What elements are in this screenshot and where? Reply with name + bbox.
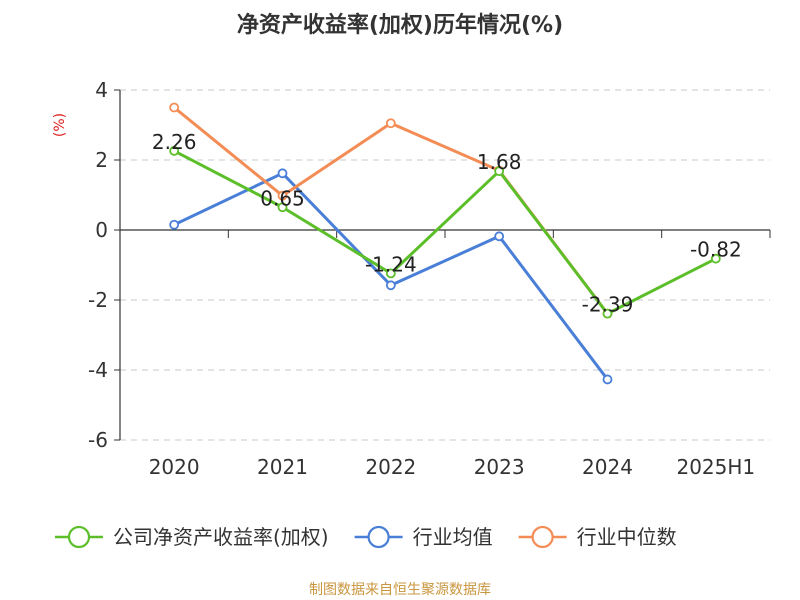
data-point <box>710 253 721 264</box>
data-point <box>385 118 396 129</box>
data-point <box>602 308 613 319</box>
series-line <box>173 149 717 316</box>
legend-item[interactable]: 公司净资产收益率(加权) <box>55 525 329 549</box>
x-tick-label: 2021 <box>257 455 308 479</box>
y-axis-unit-label: (%) <box>52 113 68 137</box>
data-point <box>494 166 505 177</box>
legend-item[interactable]: 行业均值 <box>354 525 493 549</box>
data-point <box>277 202 288 213</box>
x-tick-label: 2025H1 <box>676 455 755 479</box>
legend-circle-icon <box>367 525 390 549</box>
data-labels: 2.26 0.65 -1.24 1.68 -2.39 -0.82 <box>152 130 742 317</box>
y-tick-label: 2 <box>95 148 108 172</box>
y-tick-label: 0 <box>95 218 108 242</box>
chart-title: 净资产收益率(加权)历年情况(%) <box>237 12 563 38</box>
legend-item[interactable]: 行业中位数 <box>518 525 677 549</box>
x-tick-label: 2022 <box>365 455 416 479</box>
data-point <box>385 280 396 291</box>
legend-label: 行业均值 <box>413 525 493 549</box>
data-point <box>277 190 288 201</box>
data-label: -2.39 <box>582 293 634 317</box>
x-tick-label: 2024 <box>582 455 633 479</box>
series-lines <box>169 102 721 385</box>
legend-circle-icon <box>67 525 91 549</box>
y-tick-label: 4 <box>95 78 108 102</box>
axes: -6 -4 -2 0 2 4 2020 2021 2022 2023 2024 2025H1 <box>88 78 771 479</box>
data-point <box>494 231 505 242</box>
legend-circle-icon <box>531 525 554 549</box>
y-tick-label: -2 <box>88 288 108 312</box>
data-point <box>169 102 180 113</box>
legend-label: 行业中位数 <box>577 525 677 549</box>
data-label: -1.24 <box>365 252 417 276</box>
source-note: 制图数据来自恒生聚源数据库 <box>309 582 491 598</box>
y-tick-label: -4 <box>88 358 108 382</box>
legend-label: 公司净资产收益率(加权) <box>113 525 329 549</box>
data-label: -0.82 <box>690 238 742 262</box>
data-point <box>169 145 180 156</box>
data-point <box>385 268 396 279</box>
data-point <box>602 374 613 385</box>
x-tick-label: 2023 <box>474 455 525 479</box>
x-tick-label: 2020 <box>149 455 200 479</box>
data-label: 1.68 <box>477 150 522 174</box>
y-tick-label: -6 <box>88 428 108 452</box>
data-point <box>169 219 180 230</box>
data-label: 2.26 <box>152 130 197 154</box>
data-label: 0.65 <box>260 186 305 210</box>
legend: 公司净资产收益率(加权) 行业均值 行业中位数 <box>55 525 677 549</box>
data-point <box>277 168 288 179</box>
